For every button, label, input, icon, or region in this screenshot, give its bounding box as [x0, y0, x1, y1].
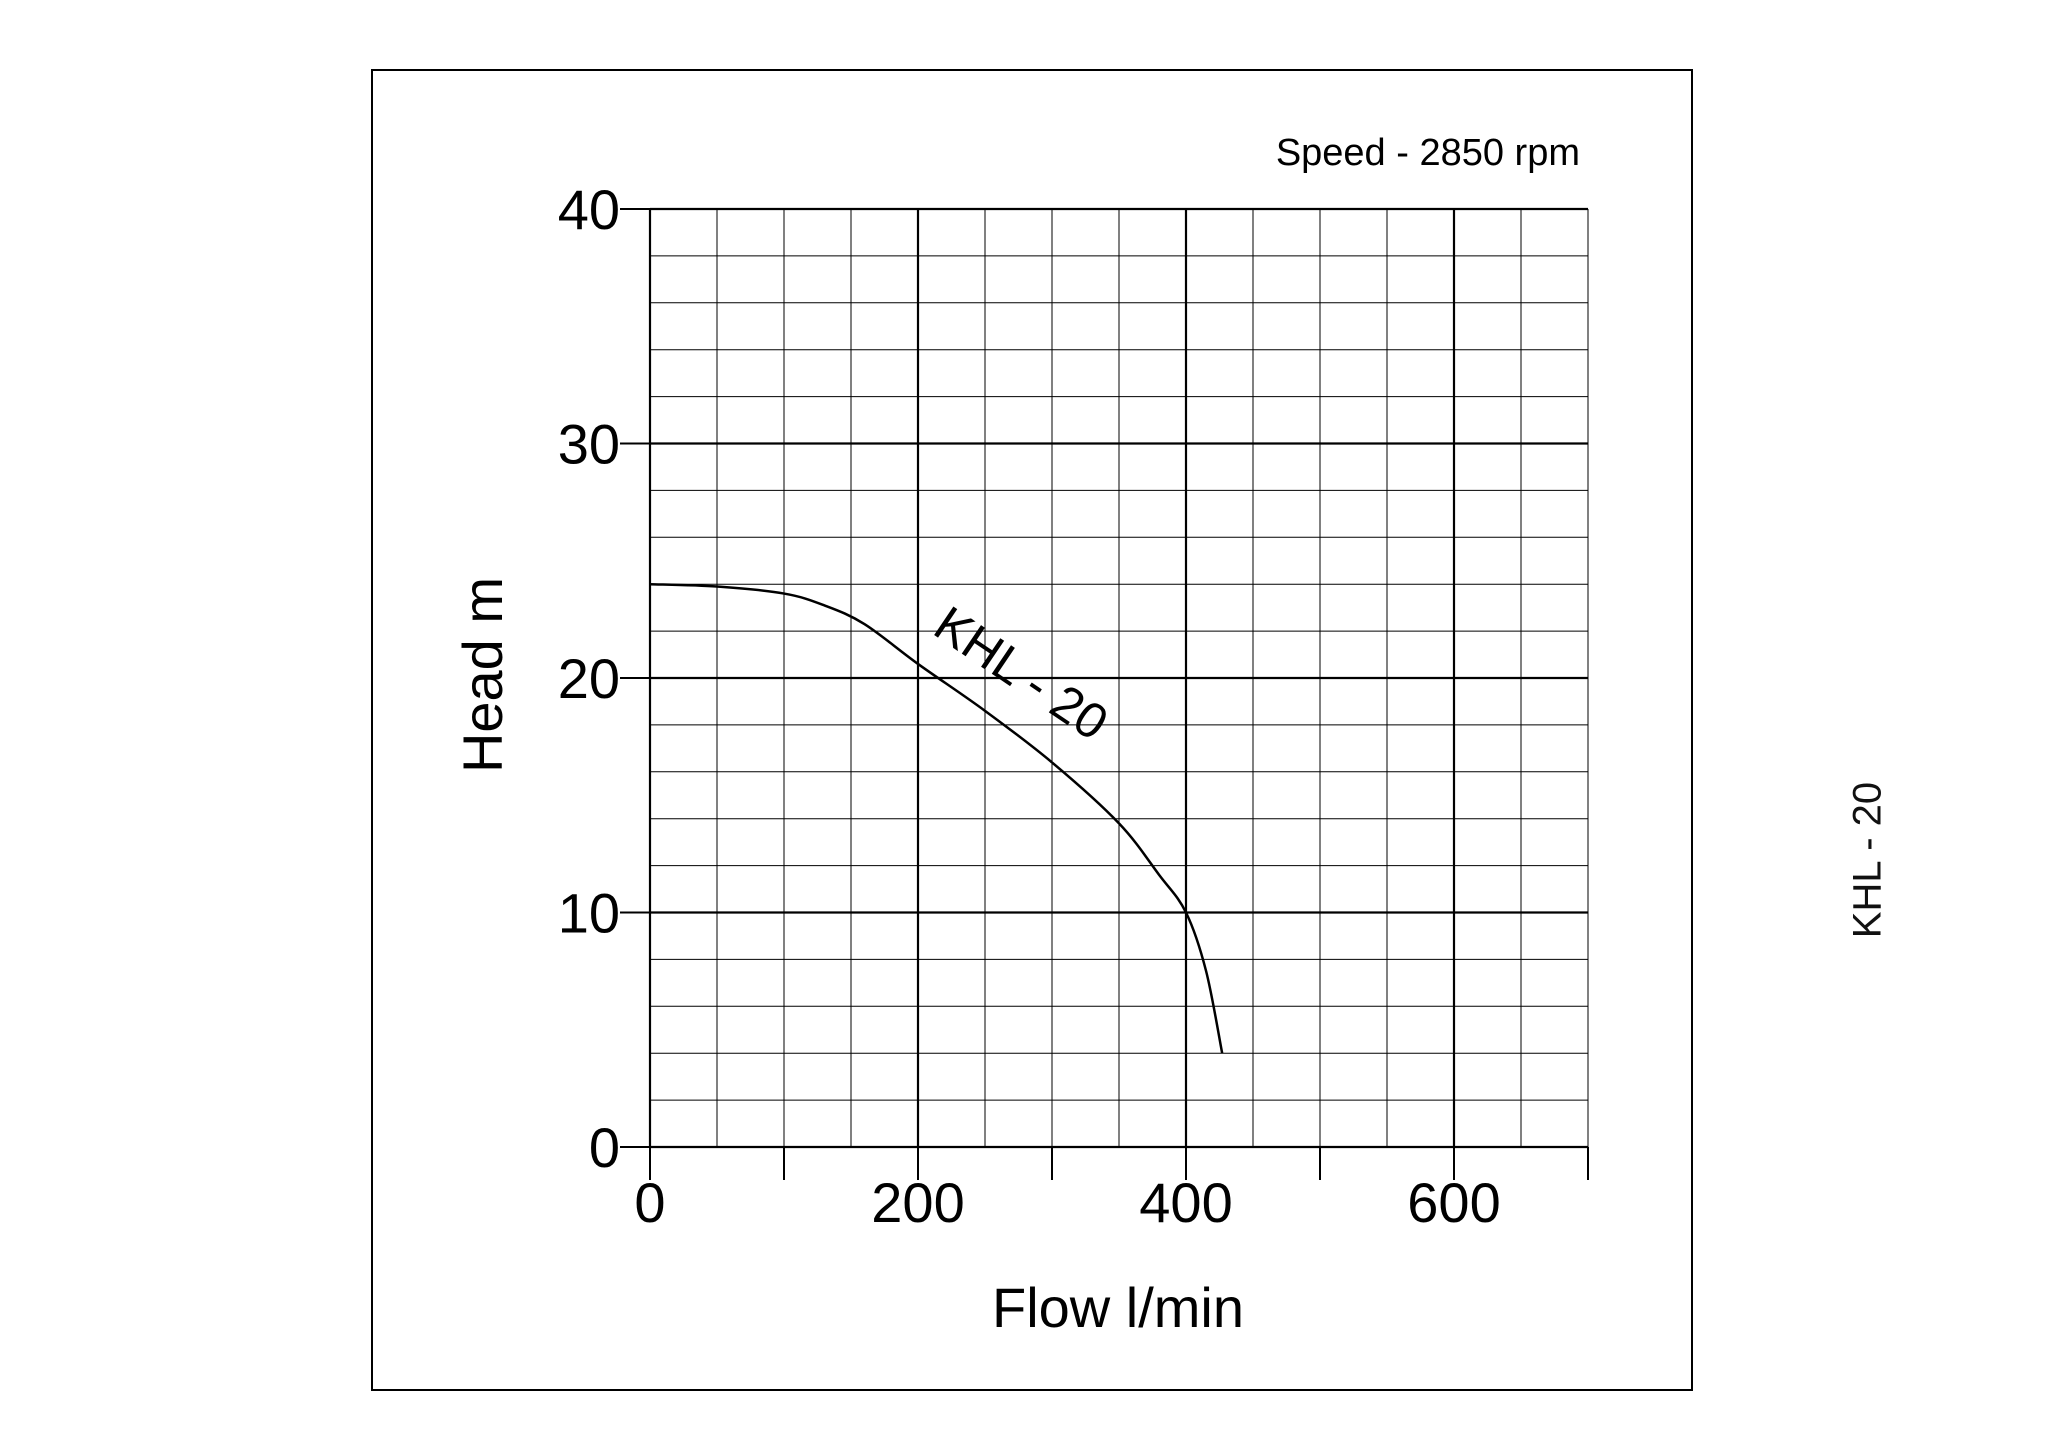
y-tick-label: 0 [589, 1116, 620, 1179]
x-tick-label: 600 [1407, 1171, 1500, 1234]
x-tick-label: 400 [1139, 1171, 1232, 1234]
model-side-label: KHL - 20 [1845, 781, 1890, 939]
x-tick-label: 0 [634, 1171, 665, 1234]
speed-annotation: Speed - 2850 rpm [1276, 132, 1580, 174]
y-tick-label: 10 [558, 882, 620, 945]
chart-frame [371, 69, 1693, 1391]
x-tick-label: 200 [871, 1171, 964, 1234]
axes [620, 208, 1589, 1180]
x-axis-label: Flow l/min [992, 1276, 1244, 1339]
y-tick-label: 20 [558, 647, 620, 710]
y-axis-label: Head m [451, 577, 514, 773]
y-tick-label: 40 [558, 178, 620, 241]
y-tick-label: 30 [558, 413, 620, 476]
grid [648, 207, 1589, 1149]
series-label: KHL - 20 [925, 595, 1118, 751]
series-line-khl-20 [649, 582, 1224, 1054]
